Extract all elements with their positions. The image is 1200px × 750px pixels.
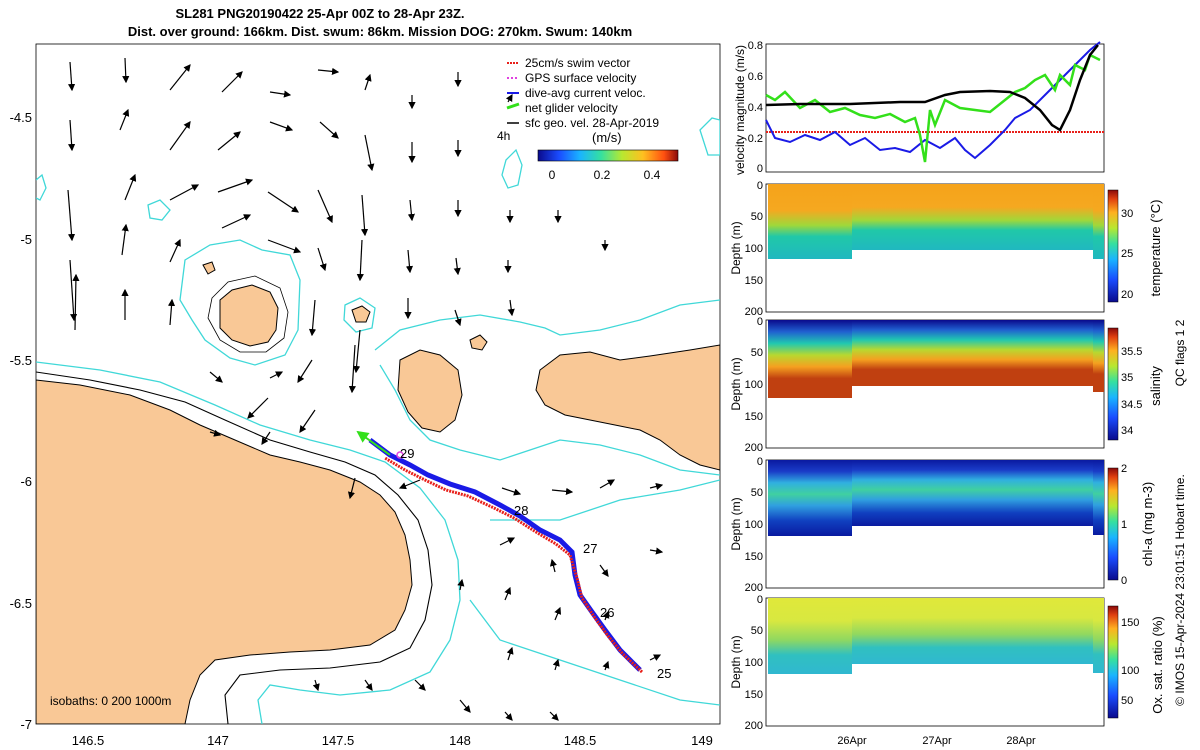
svg-text:-6: -6 (20, 474, 32, 489)
day-label-25: 25 (657, 666, 671, 681)
svg-text:0: 0 (1121, 575, 1127, 587)
map-panel: 25 26 27 28 29 146.5 147 147.5 148 148.5… (0, 0, 760, 750)
svg-text:25cm/s swim vector: 25cm/s swim vector (525, 56, 630, 70)
depth-panel-temperature (766, 184, 1118, 312)
velocity-series (766, 42, 1104, 162)
x-axis-ticks: 146.5 147 147.5 148 148.5 149 (72, 733, 713, 748)
svg-text:148: 148 (449, 733, 471, 748)
qc-flags-label: QC flags 1 2 (1173, 319, 1187, 386)
svg-text:(m/s): (m/s) (592, 130, 622, 145)
land-island-long (220, 285, 278, 346)
depth-panel-oxygen (766, 598, 1118, 726)
svg-text:2: 2 (1121, 463, 1127, 475)
svg-text:sfc geo. vel. 28-Apr-2019: sfc geo. vel. 28-Apr-2019 (525, 116, 659, 130)
svg-text:30: 30 (1121, 208, 1133, 220)
svg-text:0: 0 (549, 168, 556, 182)
y-axis-ticks: -4.5 -5 -5.5 -6 -6.5 -7 (10, 110, 32, 732)
date-ticks: 26Apr 27Apr 28Apr (837, 735, 1036, 747)
svg-text:-7: -7 (20, 717, 32, 732)
svg-text:150: 150 (1121, 617, 1139, 629)
svg-text:1: 1 (1121, 519, 1127, 531)
svg-text:147: 147 (207, 733, 229, 748)
svg-text:35: 35 (1121, 372, 1133, 384)
depth-panel-salinity (766, 320, 1118, 448)
isobath-label: isobaths: 0 200 1000m (50, 694, 171, 708)
svg-text:50: 50 (1121, 695, 1133, 707)
day-label-28: 28 (514, 503, 528, 518)
svg-text:-5: -5 (20, 232, 32, 247)
speed-colorbar (538, 150, 678, 161)
svg-text:0.4: 0.4 (644, 168, 661, 182)
svg-text:-4.5: -4.5 (10, 110, 32, 125)
svg-text:4h: 4h (497, 129, 510, 143)
velocity-panel-frame (766, 44, 1104, 172)
svg-text:149: 149 (691, 733, 713, 748)
svg-text:20: 20 (1121, 289, 1133, 301)
svg-text:Ox. sat. ratio (%): Ox. sat. ratio (%) (1150, 616, 1165, 714)
svg-text:chl-a (mg m-3): chl-a (mg m-3) (1140, 482, 1155, 567)
day-label-27: 27 (583, 541, 597, 556)
svg-text:34: 34 (1121, 425, 1133, 437)
svg-text:26Apr: 26Apr (837, 735, 867, 747)
svg-text:28Apr: 28Apr (1006, 735, 1036, 747)
svg-text:-6.5: -6.5 (10, 596, 32, 611)
svg-text:net glider velocity: net glider velocity (525, 101, 618, 115)
svg-text:146.5: 146.5 (72, 733, 105, 748)
svg-text:25: 25 (1121, 248, 1133, 260)
svg-text:35.5: 35.5 (1121, 346, 1142, 358)
svg-text:34.5: 34.5 (1121, 399, 1142, 411)
svg-text:148.5: 148.5 (564, 733, 597, 748)
cbar-labels: temperature (°C) salinity chl-a (mg m-3)… (1140, 200, 1165, 714)
svg-text:temperature (°C): temperature (°C) (1148, 200, 1163, 297)
svg-text:147.5: 147.5 (322, 733, 355, 748)
day-label-29: 29 (400, 446, 414, 461)
svg-text:salinity: salinity (1148, 366, 1163, 406)
footer-credit: © IMOS 15-Apr-2024 23:01:51 Hobart time. (1173, 474, 1187, 706)
depth-panel-chla (766, 460, 1118, 588)
svg-text:-5.5: -5.5 (10, 353, 32, 368)
svg-text:0.2: 0.2 (594, 168, 611, 182)
svg-text:dive-avg current veloc.: dive-avg current veloc. (525, 86, 646, 100)
svg-text:27Apr: 27Apr (922, 735, 952, 747)
day-label-26: 26 (600, 605, 614, 620)
cbar-ticks: 30 25 20 35.5 35 34.5 34 2 1 0 150 100 5… (1121, 208, 1142, 707)
svg-text:GPS surface velocity: GPS surface velocity (525, 71, 636, 85)
svg-text:100: 100 (1121, 665, 1139, 677)
